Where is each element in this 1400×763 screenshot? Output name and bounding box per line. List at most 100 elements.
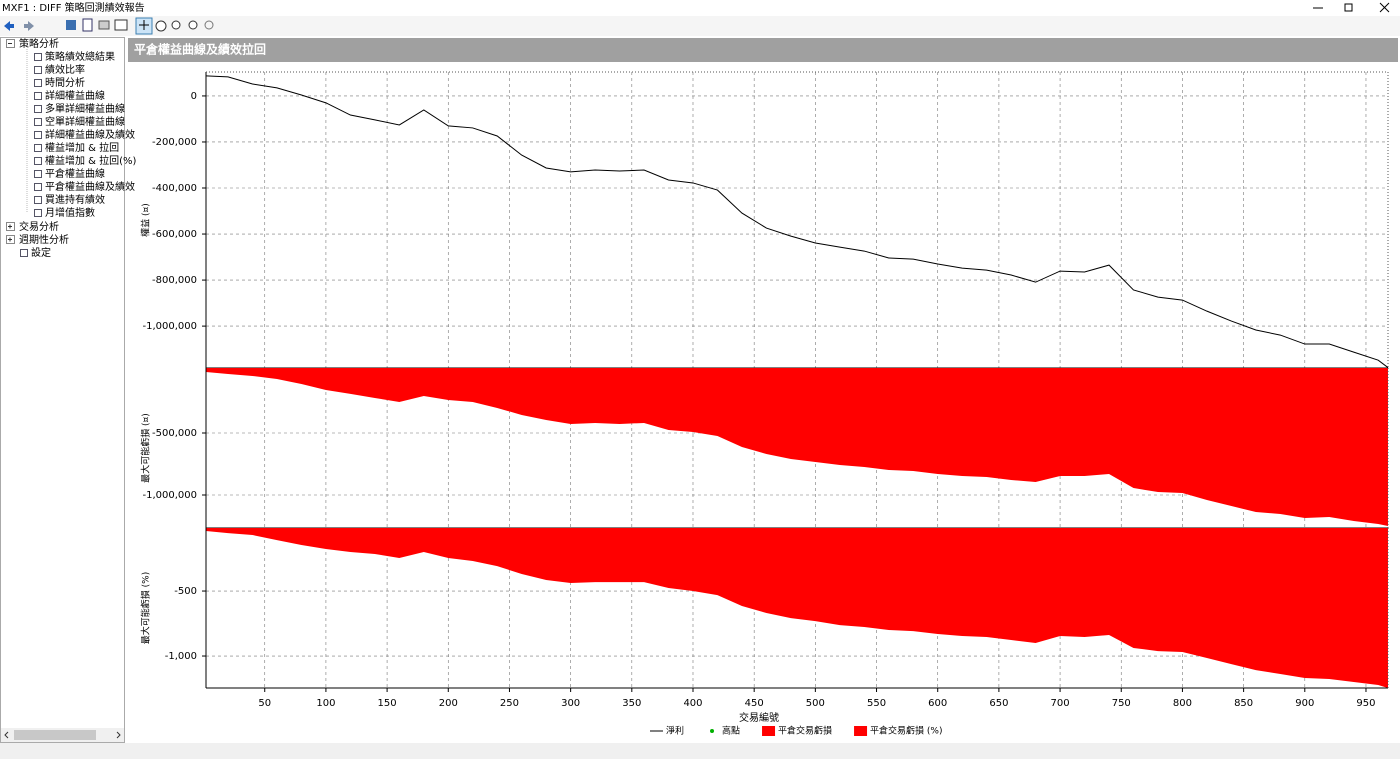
tree-item[interactable]: 設定 [31,246,51,259]
tree-item[interactable]: 績效比率 [45,63,85,76]
line [205,75,1389,368]
y-axis-label: 權益 (¤) [140,203,152,237]
charts: 0 -200,000 -400,000 -600,000 -800,000 -1,000,… [140,71,1389,737]
y-tick-label: -500 [174,586,197,597]
legend-swatch [854,726,868,736]
y-axis-label: 最大可能虧損 (¤) [140,413,152,483]
window-controls[interactable] [1313,2,1390,13]
x-tick-label: 450 [745,698,764,709]
tree-item[interactable]: 時間分析 [45,76,85,89]
x-tick-label: 100 [316,698,335,709]
tree-icon [34,105,42,113]
x-tick-label: 900 [1295,698,1314,709]
tree-item[interactable]: 多單詳細權益曲線 [45,102,125,115]
doc-button[interactable] [82,18,93,32]
title-bar [0,0,1400,16]
reset-button[interactable] [204,20,214,30]
x-tick-label: 50 [258,698,271,709]
tree-item[interactable]: 買進持有績效 [45,193,105,206]
x-tick-label: 150 [378,698,397,709]
tree-item[interactable]: 策略分析 [19,37,59,50]
close[interactable] [1379,2,1390,13]
tree-item[interactable]: 週期性分析 [19,233,69,246]
x-tick-label: 750 [1112,698,1131,709]
pointer-icon [139,20,149,30]
area [206,368,1388,527]
tree-item[interactable]: 詳細權益曲線 [45,89,105,102]
x-tick-label: 850 [1234,698,1253,709]
tree-item[interactable]: 策略績效總結果 [45,50,115,63]
tree-item[interactable]: 平倉權益曲線 [45,167,105,180]
tree-icon [34,183,42,191]
x-tick-label: 500 [806,698,825,709]
y-axis-label: 最大可能虧損 (%) [140,572,152,644]
x-tick-label: 300 [561,698,580,709]
tree-icon [34,53,42,61]
tree-icon [20,249,28,257]
view-button[interactable] [114,19,128,31]
x-tick-label: 400 [683,698,702,709]
y-tick-label: -1,000,000 [142,321,197,332]
tree: 策略分析策略績效總結果績效比率時間分析詳細權益曲線多單詳細權益曲線空單詳細權益曲… [6,37,137,259]
panel-header [128,38,1398,62]
scroll-thumb[interactable] [14,730,96,740]
tree-item[interactable]: 交易分析 [19,220,59,233]
tree-panel [0,37,125,743]
print-button[interactable] [98,20,110,30]
x-tick-label: 950 [1356,698,1375,709]
tree-icon [34,79,42,87]
tree-expander-sign [8,224,12,229]
tree-icon [34,131,42,139]
pan-button[interactable] [155,20,167,32]
legend-label: 平倉交易虧損 (%) [870,725,942,737]
tree-item[interactable]: 空單詳細權益曲線 [45,115,125,128]
x-tick-label: 800 [1173,698,1192,709]
tree-item[interactable]: 權益增加 & 拉回(%) [45,154,137,167]
y-tick-label: -1,000,000 [142,490,197,501]
area [206,528,1388,688]
scroll-arrows[interactable] [4,731,121,739]
x-tick-label: 200 [439,698,458,709]
y-tick-label: -200,000 [152,137,197,148]
zoom-in-button[interactable] [171,20,181,30]
zoom-out-button[interactable] [188,20,198,30]
legend-label: 高點 [722,725,740,737]
status-bar [0,743,1400,759]
y-tick-label: -400,000 [152,183,197,194]
x-axis-label: 交易編號 [739,711,779,724]
window-title: MXF1 : DIFF 策略回測績效報告 [2,1,145,14]
tree-icon [34,118,42,126]
legend-label: 平倉交易虧損 [778,725,832,737]
toolbar-buttons[interactable] [4,17,214,35]
y-tick-label: -800,000 [152,275,197,286]
legend-swatch [710,729,715,733]
tree-icon [34,92,42,100]
tree-item[interactable]: 平倉權益曲線及績效 [45,180,135,193]
back-button[interactable] [4,21,14,31]
save-button[interactable] [66,20,76,30]
x-tick-label: 350 [622,698,641,709]
panel-title: 平倉權益曲線及績效拉回 [134,42,266,57]
tree-icon [34,66,42,74]
x-tick-label: 550 [867,698,886,709]
restore[interactable] [1344,3,1353,12]
y-tick-label: 0 [191,91,197,102]
tree-item[interactable]: 詳細權益曲線及績效 [45,128,135,141]
tree-item[interactable]: 權益增加 & 拉回 [45,141,119,154]
tree-icon [34,170,42,178]
forward-button[interactable] [24,21,34,31]
x-tick-label: 250 [500,698,519,709]
tree-icon [34,209,42,217]
tree-item[interactable]: 月增值指數 [45,206,95,219]
tree-icon [34,144,42,152]
legend-label: 淨利 [666,725,684,737]
y-tick-label: -1,000 [165,651,197,662]
x-tick-label: 600 [928,698,947,709]
tree-icon [34,157,42,165]
x-tick-label: 700 [1051,698,1070,709]
toolbar [0,16,1400,36]
y-tick-label: -600,000 [152,229,197,240]
x-tick-label: 650 [989,698,1008,709]
